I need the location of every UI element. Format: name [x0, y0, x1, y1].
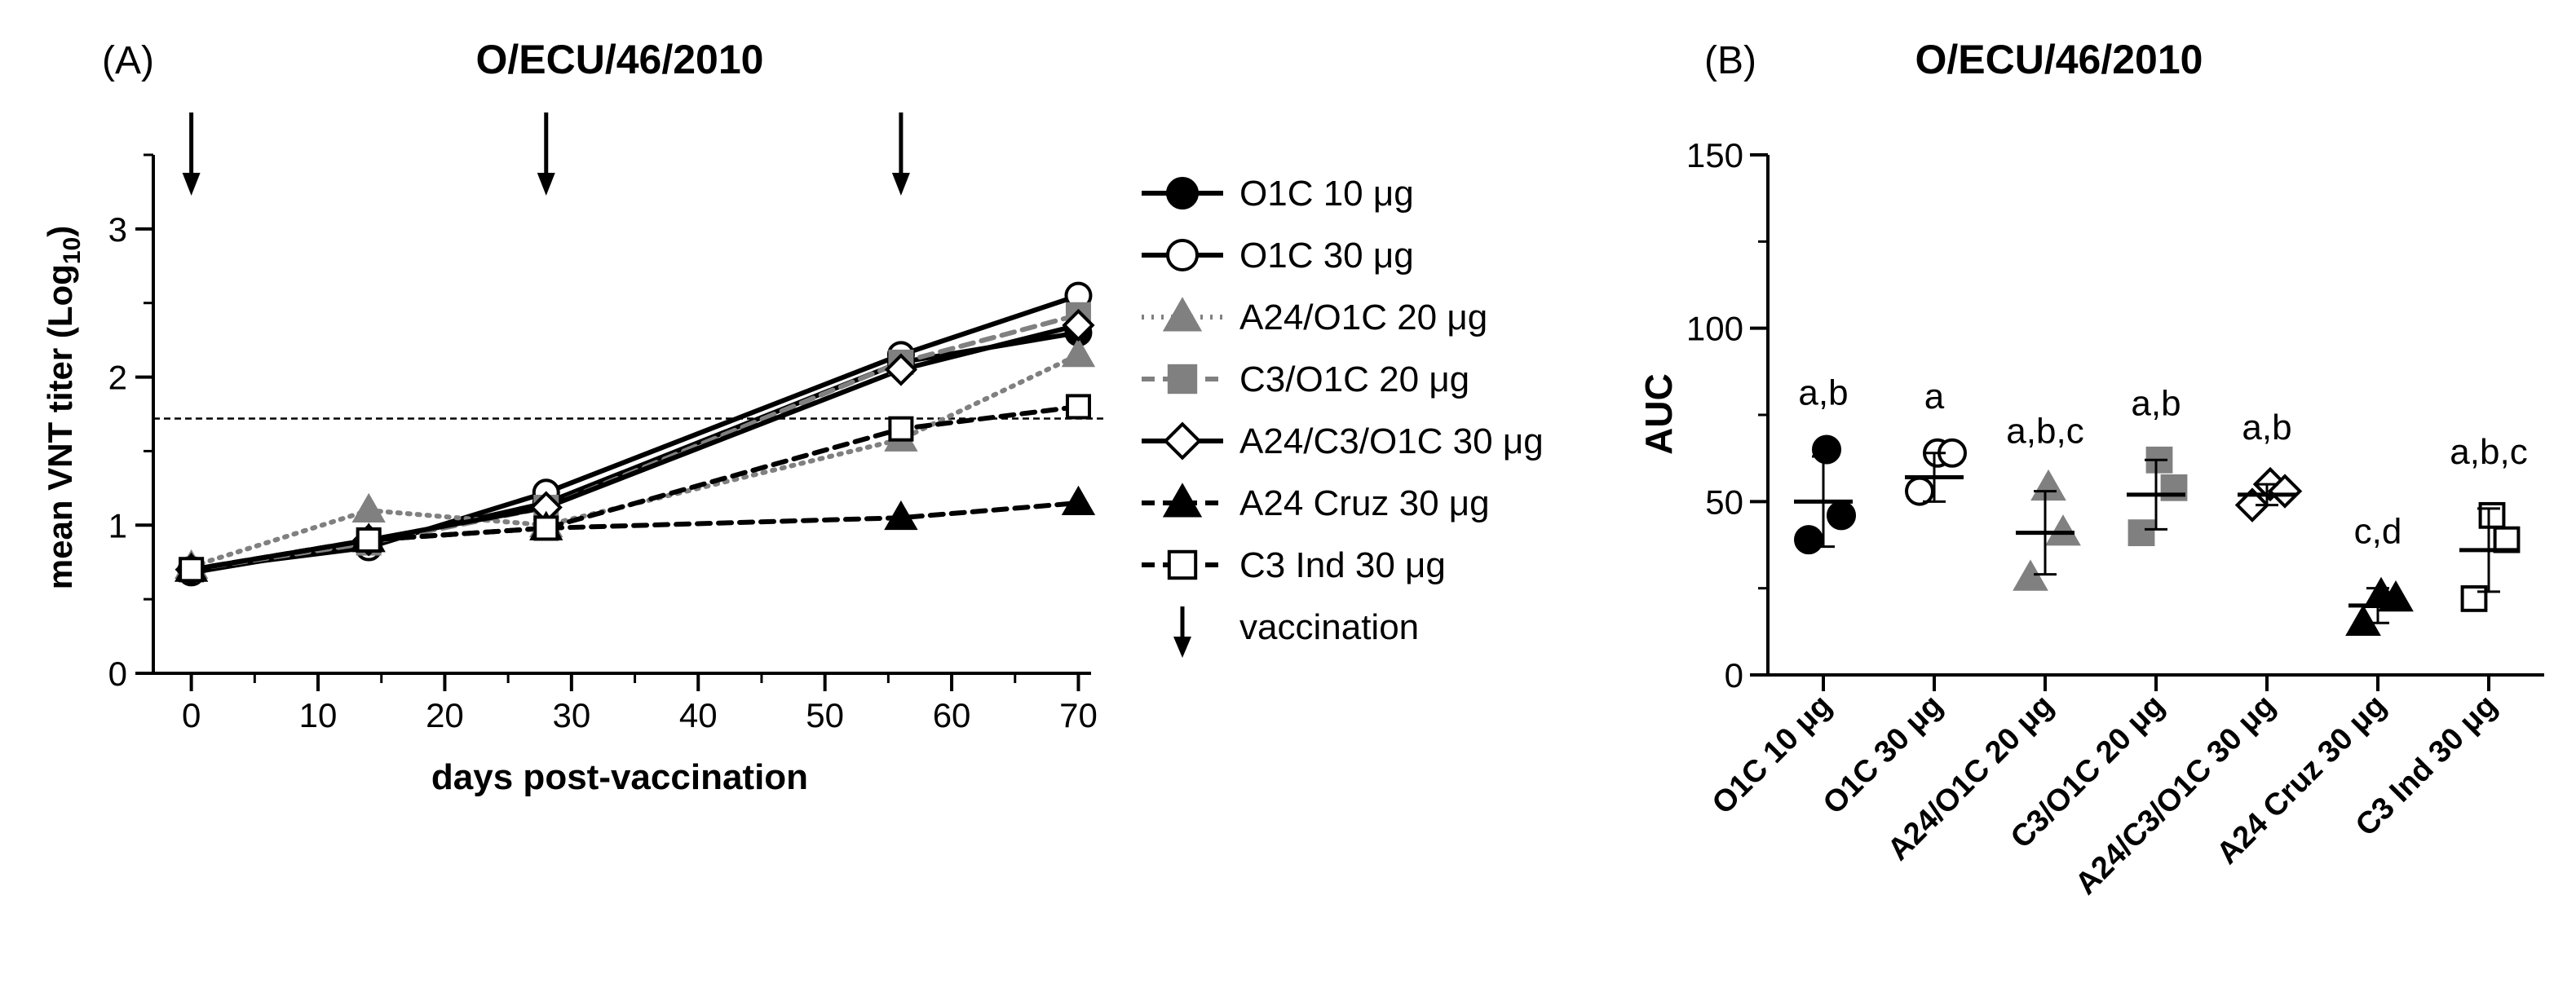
x-tick-label: 70: [1059, 696, 1098, 734]
legend-label: A24/C3/O1C 30 μg: [1239, 421, 1544, 461]
vaccination-arrow-head: [182, 173, 201, 196]
panel-a-y-axis-label: mean VNT titer (Log10): [41, 226, 86, 589]
x-tick-label: 50: [806, 696, 844, 734]
legend-marker: [1166, 239, 1199, 271]
data-point: [2493, 526, 2521, 553]
legend-marker: [1166, 177, 1199, 209]
data-point: [1062, 308, 1095, 342]
panel-a-legend: O1C 10 μg O1C 30 μg A24/O1C 20 μg C3/O1C 20…: [1142, 174, 1544, 658]
data-point: [2460, 585, 2488, 612]
y-tick-label: 1: [108, 506, 127, 544]
data-point: [1812, 434, 1841, 465]
data-point: [1061, 337, 1096, 368]
y-tick-label: 100: [1686, 310, 1743, 348]
x-tick-label: A24/C3/O1C 30 μg: [2069, 689, 2282, 902]
data-point: [2013, 559, 2048, 591]
data-point: [533, 515, 559, 541]
significance-letters: a,b: [2242, 408, 2291, 448]
data-point: [884, 353, 917, 386]
x-tick-label: 60: [933, 696, 971, 734]
panel-a-x-axis-label: days post-vaccination: [431, 757, 808, 797]
series-line: [188, 330, 1081, 575]
legend-marker: [1167, 549, 1198, 580]
y-axis-label-main: mean VNT titer (Log: [41, 264, 79, 589]
legend-label: A24/O1C 20 μg: [1239, 298, 1487, 337]
panel-b-y-axis-label: AUC: [1637, 373, 1680, 455]
x-tick-label: 30: [552, 696, 590, 734]
data-point: [1905, 476, 1934, 506]
significance-letters: a,b,c: [2006, 411, 2083, 451]
x-tick-label: 20: [426, 696, 464, 734]
y-axis-label-close: ): [41, 226, 79, 237]
y-tick-label: 0: [1725, 656, 1743, 694]
significance-letters: a,b,c: [2450, 432, 2527, 472]
significance-letters: a,b: [1798, 373, 1848, 413]
data-point: [2128, 519, 2155, 547]
significance-letters: c,d: [2354, 512, 2402, 552]
data-point: [2345, 604, 2381, 636]
series-line: [188, 322, 1081, 572]
legend-label: C3/O1C 20 μg: [1239, 359, 1469, 399]
panel-a-title: O/ECU/46/2010: [476, 37, 764, 82]
significance-letters: a: [1924, 377, 1945, 417]
data-point: [2030, 469, 2066, 501]
legend-marker: [1163, 421, 1202, 461]
data-point: [884, 500, 918, 531]
data-point: [351, 492, 386, 523]
data-point: [1065, 394, 1091, 420]
y-tick-label: 150: [1686, 136, 1743, 174]
y-tick-label: 2: [108, 359, 127, 397]
legend-marker: [1162, 297, 1203, 332]
data-point: [2234, 487, 2270, 522]
series-line: [188, 293, 1081, 572]
panel-b-title: O/ECU/46/2010: [1915, 37, 2203, 82]
y-tick-label: 0: [108, 655, 127, 693]
vaccination-arrow-head: [891, 173, 910, 196]
legend-marker: [1162, 483, 1203, 518]
legend-label: O1C 10 μg: [1239, 174, 1414, 214]
legend-label: A24 Cruz 30 μg: [1239, 483, 1490, 523]
legend-marker: [1167, 364, 1198, 395]
data-point: [179, 557, 205, 583]
data-point: [1061, 485, 1096, 515]
data-point: [2378, 580, 2414, 612]
vaccination-arrow-head: [537, 173, 555, 196]
legend-label: C3 Ind 30 μg: [1239, 545, 1446, 585]
x-tick-label: 40: [679, 696, 718, 734]
legend-label-vaccination: vaccination: [1239, 607, 1419, 647]
legend-label: O1C 30 μg: [1239, 236, 1414, 276]
significance-letters: a,b: [2131, 383, 2181, 423]
x-tick-label: 0: [182, 696, 201, 734]
series-line: [188, 403, 1081, 572]
x-tick-label: O1C 10 μg: [1706, 689, 1839, 822]
y-axis-label-subscript: 10: [59, 237, 86, 264]
legend-vaccination-arrow-head: [1173, 637, 1191, 658]
y-tick-label: 3: [108, 210, 127, 249]
data-point: [1794, 525, 1823, 555]
data-point: [888, 416, 914, 442]
panel-a-label: (A): [102, 39, 154, 82]
data-point: [356, 527, 382, 553]
data-point: [2478, 501, 2506, 529]
x-tick-label: 10: [299, 696, 338, 734]
panel-b-label: (B): [1704, 39, 1756, 82]
y-tick-label: 50: [1705, 483, 1743, 521]
series-line: [188, 500, 1081, 572]
data-point: [1827, 500, 1856, 531]
